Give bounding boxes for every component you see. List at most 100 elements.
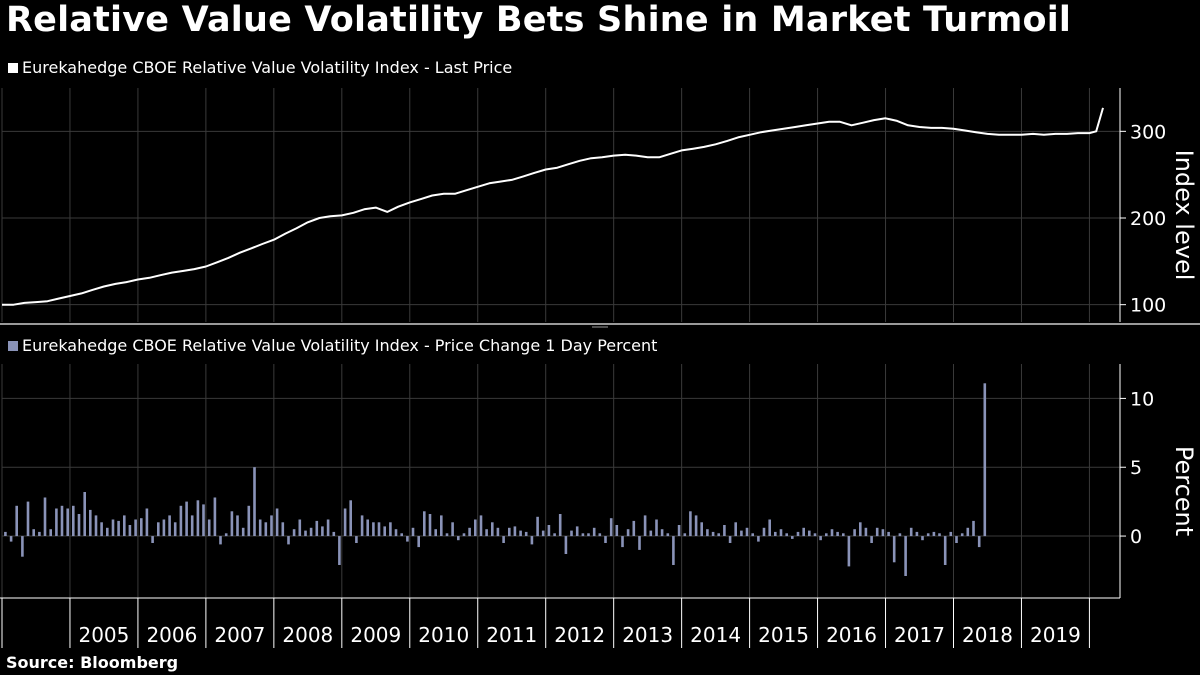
x-tick-label: 2015 xyxy=(758,623,809,647)
price-change-bar xyxy=(609,518,613,537)
price-change-bar xyxy=(870,536,873,543)
price-change-bar xyxy=(587,533,590,537)
price-change-bar xyxy=(343,508,347,536)
price-change-bar xyxy=(875,527,879,537)
price-change-bar xyxy=(106,527,109,537)
price-change-bar xyxy=(666,533,670,537)
price-change-bar xyxy=(400,533,403,537)
price-change-bar xyxy=(140,518,143,537)
price-change-bar xyxy=(547,525,551,536)
price-change-bar xyxy=(892,536,896,563)
price-change-bar xyxy=(15,505,18,537)
price-change-bar xyxy=(904,536,907,576)
index-price-line xyxy=(2,107,1104,306)
price-change-bar xyxy=(768,519,771,536)
price-change-bar xyxy=(570,530,573,537)
price-change-bar xyxy=(881,529,885,537)
price-change-bar xyxy=(428,514,432,536)
price-change-bar xyxy=(836,531,839,536)
price-change-bar xyxy=(700,522,703,537)
source-note: Source: Bloomberg xyxy=(6,653,179,672)
price-change-bar xyxy=(977,536,981,548)
price-change-bar xyxy=(230,511,234,537)
price-change-bar xyxy=(202,504,205,537)
price-change-bar xyxy=(100,522,103,537)
price-change-bar xyxy=(711,531,715,536)
price-change-bar xyxy=(94,515,98,536)
x-tick-label: 2014 xyxy=(690,623,741,647)
price-change-bar xyxy=(406,536,409,542)
price-change-bar xyxy=(383,526,386,536)
price-change-bar xyxy=(128,525,132,536)
price-change-bar xyxy=(485,529,488,537)
price-change-bar xyxy=(332,531,336,536)
y-tick-label-bottom: 0 xyxy=(1130,526,1142,548)
price-change-bar xyxy=(304,530,307,537)
price-change-bar xyxy=(621,536,624,548)
x-tick-label: 2013 xyxy=(622,623,673,647)
x-tick-label: 2010 xyxy=(418,623,469,647)
price-change-bar xyxy=(796,531,800,536)
price-change-bar xyxy=(372,522,375,537)
chart-title: Relative Value Volatility Bets Shine in … xyxy=(6,0,1072,40)
price-change-bar xyxy=(157,522,160,537)
price-change-bar xyxy=(581,533,585,537)
price-change-bar xyxy=(445,533,449,537)
legend-swatch-line xyxy=(8,62,18,73)
price-change-bar xyxy=(672,536,675,565)
price-change-bar xyxy=(219,536,222,545)
price-change-bar xyxy=(830,529,834,537)
price-change-bar xyxy=(926,533,930,537)
price-change-bar xyxy=(677,525,681,536)
price-change-bar xyxy=(21,536,24,557)
x-tick-label: 2009 xyxy=(350,623,401,647)
price-change-bar xyxy=(281,522,285,537)
price-change-bar xyxy=(111,519,115,536)
price-change-bar xyxy=(785,533,788,537)
price-change-bar xyxy=(207,519,211,536)
price-change-bar xyxy=(258,519,262,536)
x-tick-label: 2005 xyxy=(78,623,129,647)
y-tick-label-top: 300 xyxy=(1130,121,1166,143)
price-change-bar xyxy=(264,522,268,537)
price-change-bar xyxy=(553,533,556,537)
price-change-bar xyxy=(717,533,720,537)
price-change-bar xyxy=(394,529,398,537)
price-change-bar xyxy=(632,520,636,536)
legend-label-bar: Eurekahedge CBOE Relative Value Volatili… xyxy=(22,336,658,355)
price-change-bar xyxy=(241,527,245,537)
price-change-bar xyxy=(808,530,811,537)
legend-label-line: Eurekahedge CBOE Relative Value Volatili… xyxy=(22,58,513,77)
price-change-bar xyxy=(615,525,619,536)
price-change-bar xyxy=(4,531,7,536)
legend-top: Eurekahedge CBOE Relative Value Volatili… xyxy=(8,58,512,77)
price-change-bar xyxy=(779,529,783,537)
price-change-bar xyxy=(909,527,913,537)
price-change-bar xyxy=(173,522,177,537)
x-tick-label: 2007 xyxy=(214,623,265,647)
price-change-bar xyxy=(298,519,302,536)
price-change-bar xyxy=(864,527,868,537)
price-change-bar xyxy=(479,515,483,536)
price-change-bar xyxy=(683,533,687,537)
price-change-bar xyxy=(72,505,75,537)
price-change-bar xyxy=(751,533,754,537)
price-change-bar xyxy=(270,515,273,536)
price-change-bar xyxy=(275,508,279,536)
price-change-bar xyxy=(315,520,319,536)
price-change-bar xyxy=(983,383,987,537)
price-change-bar xyxy=(185,501,188,536)
price-change-bar xyxy=(474,519,477,536)
price-change-bar xyxy=(38,531,41,536)
price-change-bar xyxy=(123,515,126,536)
price-change-bar xyxy=(819,536,822,541)
price-change-bar xyxy=(179,505,183,537)
price-change-bar xyxy=(949,531,953,536)
price-change-bar xyxy=(168,515,171,536)
price-change-bar xyxy=(660,529,664,537)
price-change-bar xyxy=(417,536,420,548)
price-change-bar xyxy=(802,527,805,537)
price-change-bar xyxy=(643,515,647,536)
price-change-bar xyxy=(287,536,290,545)
price-change-bar xyxy=(151,536,154,543)
